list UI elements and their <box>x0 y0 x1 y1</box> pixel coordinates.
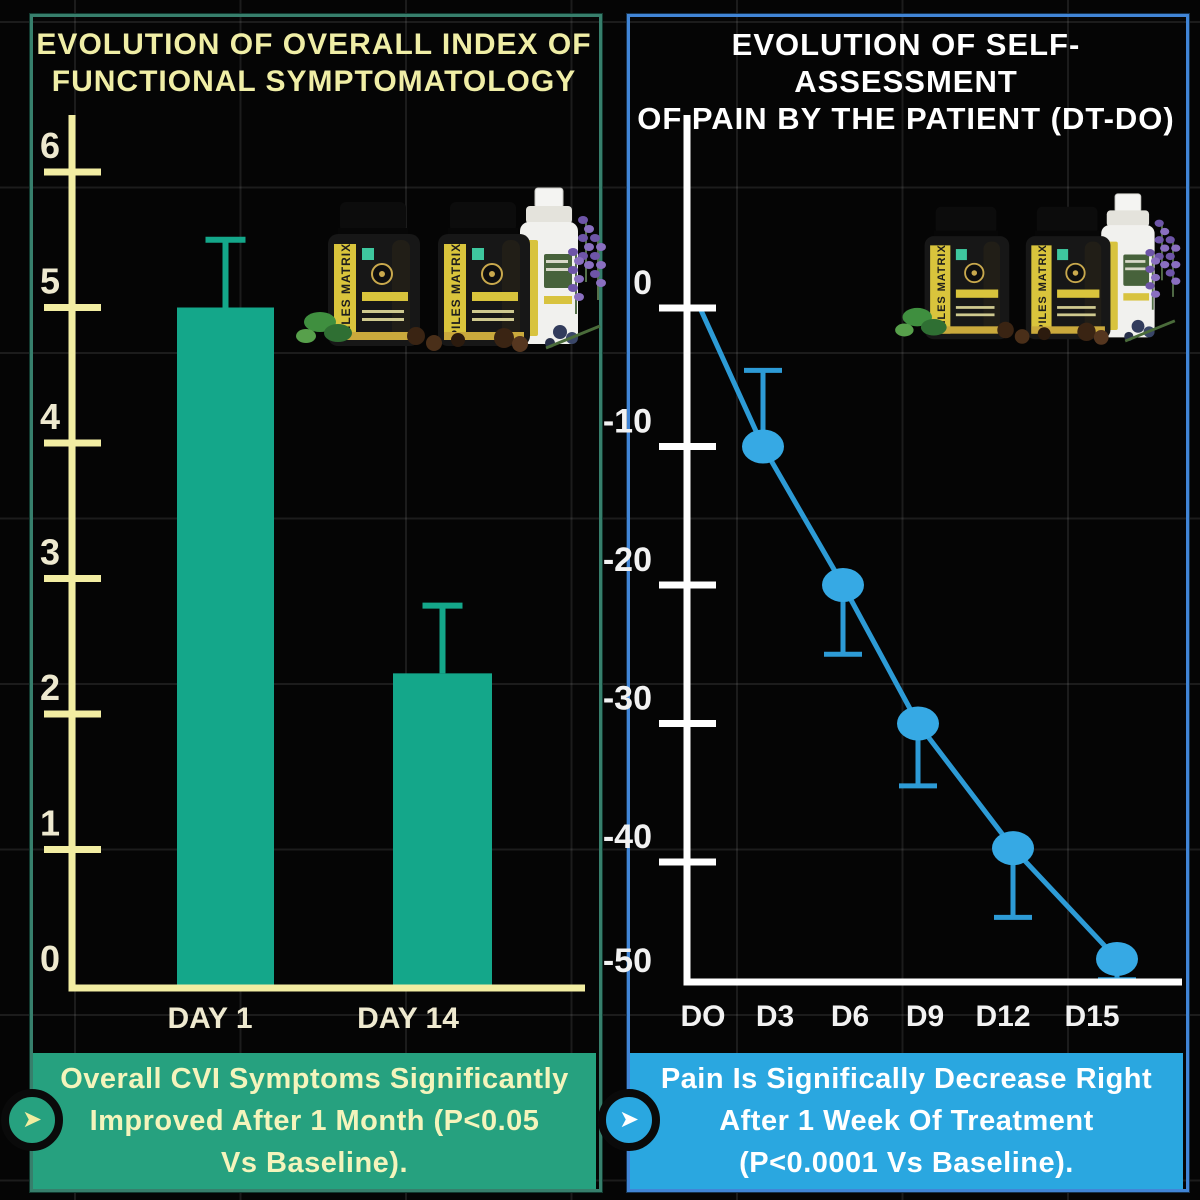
left-panel <box>30 14 602 1192</box>
right-title-line1: EVOLUTION OF SELF-ASSESSMENT <box>731 27 1081 99</box>
arrow-right-icon: ➤ <box>618 1106 640 1133</box>
right-arrow-badge: ➤ <box>598 1089 660 1151</box>
left-banner: Overall CVI Symptoms Significantly Impro… <box>33 1053 596 1189</box>
right-chart-title: EVOLUTION OF SELF-ASSESSMENT OF PAIN BY … <box>633 26 1179 137</box>
left-banner-line1: Overall CVI Symptoms Significantly <box>60 1063 569 1095</box>
left-banner-line2: Improved After 1 Month (P<0.05 <box>89 1105 540 1137</box>
right-banner-line3: (P<0.0001 Vs Baseline). <box>739 1147 1074 1179</box>
left-arrow-badge: ➤ <box>1 1089 63 1151</box>
right-banner-line1: Pain Is Significally Decrease Right <box>660 1063 1153 1095</box>
right-banner-line2: After 1 Week Of Treatment <box>719 1105 1094 1137</box>
left-title-line2: FUNCTIONAL SYMPTOMATOLOGY <box>51 65 577 98</box>
arrow-right-icon: ➤ <box>21 1106 43 1133</box>
left-chart-title: EVOLUTION OF OVERALL INDEX OF FUNCTIONAL… <box>36 26 592 100</box>
right-banner: Pain Is Significally Decrease Right Afte… <box>630 1053 1183 1189</box>
right-title-line2: OF PAIN BY THE PATIENT (DT-DO) <box>637 101 1175 136</box>
left-title-line1: EVOLUTION OF OVERALL INDEX OF <box>36 28 592 61</box>
left-banner-line3: Vs Baseline). <box>220 1147 409 1179</box>
right-panel <box>627 14 1189 1192</box>
